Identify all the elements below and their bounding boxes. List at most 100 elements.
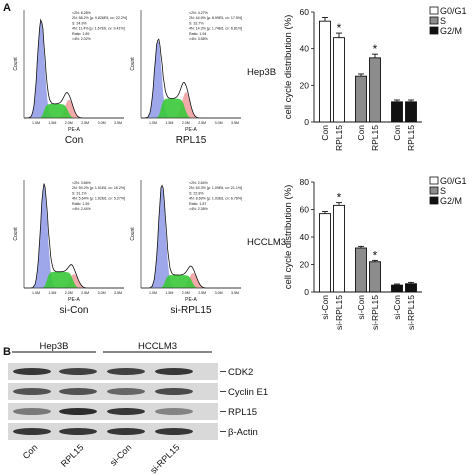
x-tick-label: RPL15 (370, 125, 380, 151)
lane-label: si-Con (108, 442, 133, 467)
lane-label: Con (21, 442, 40, 461)
x-tick-label: 2.5M (81, 121, 89, 125)
flow-stat: <2N: 6.28% (72, 11, 92, 15)
x-tick-label: 1.0M (32, 291, 40, 295)
band (107, 388, 145, 395)
band (13, 408, 51, 415)
bar (369, 261, 381, 293)
flow-stat: S: 22.8% (189, 191, 204, 195)
band (155, 428, 193, 435)
legend-label: G2/M (440, 196, 462, 206)
flow-stat: Ratio: 1.89 (72, 32, 89, 36)
x-tick-label: 1.0M (149, 291, 157, 295)
x-tick-label: si-Con (392, 295, 402, 320)
x-axis-label: PE-A (68, 127, 80, 133)
y-axis-label: Count (13, 227, 19, 241)
flow-stat: <2N: 2.64% (189, 181, 209, 185)
flow-stat: 2N: 63.3% [µ: 1.09E6, cv: 21.1%] (189, 186, 242, 190)
x-tick-label: 3.0M (98, 121, 106, 125)
significance-mark: * (373, 248, 378, 262)
x-tick-label: 2.0M (65, 291, 73, 295)
x-tick-label: 1.5M (48, 291, 56, 295)
legend-label: S (440, 186, 446, 196)
x-tick-label: 3.0M (98, 291, 106, 295)
x-tick-label: si-RPL15 (370, 295, 380, 330)
y-tick-label: 40 (300, 232, 310, 242)
x-tick-label: 3.5M (231, 291, 239, 295)
band (13, 368, 51, 375)
flow-stat: Ratio: 1.87 (189, 202, 206, 206)
g2-area (24, 274, 124, 288)
band (59, 428, 97, 435)
flow-stat: S: 24.9% (72, 21, 87, 25)
band (13, 388, 51, 395)
x-tick-label: Con (392, 125, 402, 141)
x-tick-label: 3.5M (231, 121, 239, 125)
legend-label: G2/M (440, 26, 462, 36)
panel-label: A (3, 2, 11, 14)
legend-swatch (429, 26, 439, 35)
bar (355, 247, 367, 293)
x-tick-label: 1.0M (149, 121, 157, 125)
x-tick-label: 3.0M (215, 291, 223, 295)
band (59, 388, 97, 395)
x-tick-label: 2.0M (182, 121, 190, 125)
x-tick-label: si-RPL15 (334, 295, 344, 330)
protein-label: CDK2 (228, 367, 253, 378)
sample-label: si-Con (60, 305, 89, 316)
flow-stat: S: 33.7% (189, 21, 204, 25)
band (155, 388, 193, 395)
band (155, 408, 193, 415)
flow-stat: >4N: 2.02% (72, 37, 92, 41)
x-tick-label: 2.5M (81, 291, 89, 295)
protein-label: Cyclin E1 (228, 387, 268, 398)
flow-stat: >4N: 2.44% (72, 207, 92, 211)
x-tick-label: 1.5M (165, 291, 173, 295)
cell-line-label: HCCLM3 (247, 237, 286, 248)
legend-swatch (429, 186, 439, 195)
y-tick-label: 0 (304, 287, 309, 297)
band (155, 368, 193, 375)
bar (333, 204, 345, 293)
bar (319, 213, 331, 293)
x-tick-label: si-Con (356, 295, 366, 320)
flow-stat: Ratio: 1.94 (189, 32, 206, 36)
x-tick-label: 3.0M (215, 121, 223, 125)
x-tick-label: 1.5M (48, 121, 56, 125)
x-tick-label: RPL15 (334, 125, 344, 151)
y-axis-label: cell cycle distribution (%) (283, 15, 294, 120)
panel-label: B (3, 346, 11, 358)
g1-area (141, 186, 241, 288)
x-axis-label: PE-A (185, 297, 197, 303)
flow-stat: 4N: 14.3% [µ: 1.74E6, cv: 6.81%] (189, 27, 242, 31)
bar (391, 284, 403, 293)
y-axis-label: Count (13, 57, 19, 71)
flow-stat: <2N: 4.27% (189, 11, 209, 15)
flow-stat: >4N: 2.38% (189, 207, 209, 211)
legend-swatch (429, 6, 439, 15)
cell-line-label: HCCLM3 (138, 341, 177, 352)
legend-label: G0/G1 (440, 6, 467, 16)
sample-label: si-RPL15 (170, 305, 212, 316)
x-tick-label: 1.5M (165, 121, 173, 125)
y-tick-label: 60 (300, 7, 310, 17)
legend-swatch (429, 176, 439, 185)
y-tick-label: 20 (300, 80, 310, 90)
legend-swatch (429, 16, 439, 25)
flow-stat: S: 31.1% (72, 191, 87, 195)
x-axis-label: PE-A (68, 297, 80, 303)
significance-mark: * (337, 191, 342, 205)
flow-stat: 2N: 59.2% [µ: 1.01E6, cv: 16.2%] (72, 186, 125, 190)
significance-mark: * (337, 21, 342, 35)
legend-label: G0/G1 (440, 176, 467, 186)
flow-stat: Ratio: 1.59 (72, 202, 89, 206)
bar (391, 101, 403, 123)
protein-label: β-Actin (228, 427, 258, 438)
cell-line-label: Hep3B (247, 67, 276, 78)
legend-swatch (429, 196, 439, 205)
x-tick-label: si-Con (320, 295, 330, 320)
x-tick-label: RPL15 (406, 125, 416, 151)
band (107, 408, 145, 415)
